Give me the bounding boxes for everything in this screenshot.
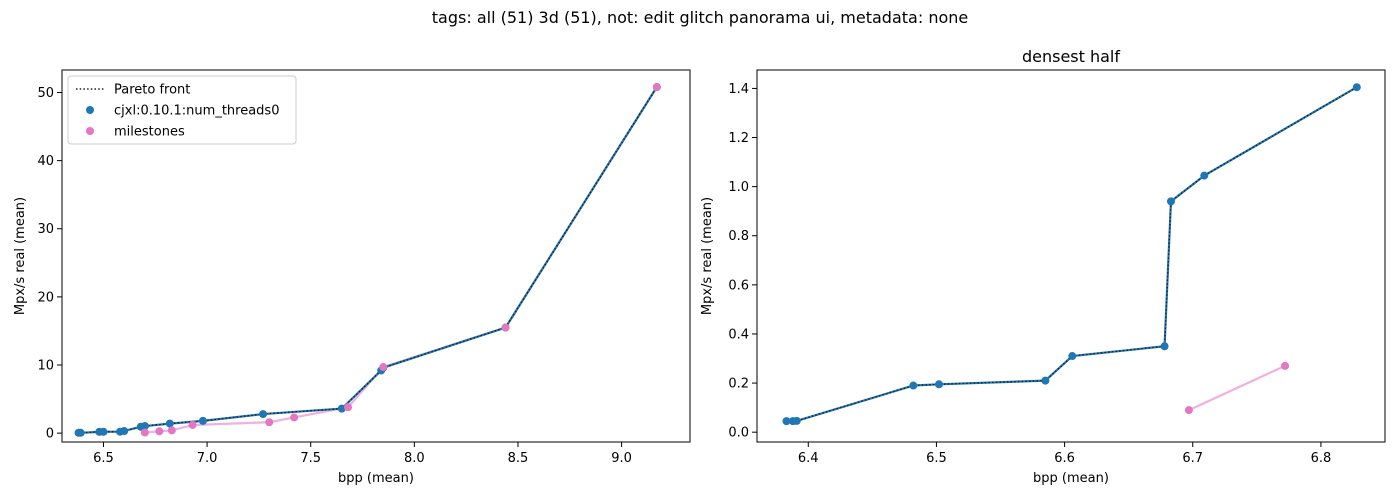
data-point-cjxl — [76, 428, 85, 437]
y-tick-label: 1.0 — [728, 180, 749, 195]
data-point-milestone — [1184, 406, 1193, 415]
data-point-cjxl — [792, 416, 801, 425]
y-tick-label: 50 — [37, 86, 54, 101]
x-tick-label: 8.5 — [508, 451, 529, 466]
plot-frame — [61, 69, 691, 443]
legend-label: cjxl:0.10.1:num_threads0 — [114, 104, 279, 119]
y-axis-label: Mpx/s real (mean) — [700, 197, 715, 315]
y-tick-label: 40 — [37, 154, 54, 169]
x-tick-label: 6.6 — [1054, 451, 1075, 466]
data-point-milestone — [265, 418, 274, 427]
y-tick-label: 30 — [37, 222, 54, 237]
data-point-cjxl — [165, 419, 174, 428]
data-point-cjxl — [259, 410, 268, 419]
data-point-milestone — [140, 428, 149, 437]
data-point-milestone — [501, 323, 510, 332]
y-tick-label: 0.4 — [728, 327, 749, 342]
data-point-milestone — [290, 413, 299, 422]
x-tick-label: 7.5 — [300, 451, 321, 466]
x-tick-label: 7.0 — [197, 451, 218, 466]
x-tick-label: 6.4 — [798, 451, 819, 466]
y-tick-label: 1.4 — [728, 82, 749, 97]
y-tick-label: 1.2 — [728, 131, 749, 146]
chart-legend: Pareto front cjxl:0.10.1:num_threads0mile… — [67, 75, 297, 145]
y-tick-label: 0.2 — [728, 377, 749, 392]
data-point-cjxl — [1160, 342, 1169, 351]
milestones-line — [1188, 364, 1286, 412]
y-tick-label: 0 — [46, 427, 54, 442]
y-tick-label: 0.0 — [728, 426, 749, 441]
y-tick-label: 10 — [37, 359, 54, 374]
left-chart-panel: 6.5 7.0 7.5 8.0 8.5 9.0 0 10 20 30 40 50 bpp (mean) M… — [13, 69, 691, 486]
y-tick-label: 0.8 — [728, 229, 749, 244]
data-point-cjxl — [1352, 83, 1361, 92]
legend-cjxl-swatch — [86, 106, 94, 114]
y-axis-label: Mpx/s real (mean) — [13, 197, 28, 315]
legend-box — [67, 75, 297, 145]
right-chart-panel: densest half 6.4 6.5 6.6 6.7 6.8 0.0 0.2 0.4 0.6 0… — [700, 47, 1386, 486]
data-point-cjxl — [1041, 376, 1050, 385]
data-point-cjxl — [198, 416, 207, 425]
x-tick-label: 6.8 — [1311, 451, 1332, 466]
y-tick-label: 20 — [37, 290, 54, 305]
data-point-cjxl — [1166, 197, 1175, 206]
data-point-cjxl — [99, 427, 108, 436]
data-point-cjxl — [934, 380, 943, 389]
pareto-front-line — [786, 86, 1358, 422]
x-axis-label: bpp (mean) — [338, 471, 414, 486]
plot-frame — [756, 69, 1386, 443]
data-point-milestone — [155, 427, 164, 436]
x-tick-label: 9.0 — [611, 451, 632, 466]
x-axis-label: bpp (mean) — [1033, 471, 1109, 486]
chart-title: densest half — [1022, 47, 1120, 66]
data-point-cjxl — [909, 381, 918, 390]
legend-label: milestones — [114, 125, 185, 140]
x-tick-label: 6.7 — [1182, 451, 1203, 466]
data-point-cjxl — [140, 422, 149, 431]
data-point-cjxl — [1200, 171, 1209, 180]
x-tick-label: 6.5 — [93, 451, 114, 466]
data-point-milestone — [188, 420, 197, 429]
x-tick-label: 6.5 — [926, 451, 947, 466]
data-point-milestone — [344, 403, 353, 412]
data-point-cjxl — [120, 427, 129, 436]
data-point-milestone — [1281, 361, 1290, 370]
data-point-milestone — [167, 426, 176, 435]
legend-milestones-swatch — [86, 127, 94, 135]
x-tick-label: 8.0 — [404, 451, 425, 466]
data-point-milestone — [652, 83, 661, 92]
figure-suptitle: tags: all (51) 3d (51), not: edit glitch… — [432, 8, 968, 27]
legend-label: Pareto front — [114, 83, 190, 98]
data-point-milestone — [379, 363, 388, 372]
y-tick-label: 0.6 — [728, 278, 749, 293]
data-point-cjxl — [337, 404, 346, 413]
data-point-cjxl — [782, 417, 791, 426]
data-point-cjxl — [1068, 352, 1077, 361]
